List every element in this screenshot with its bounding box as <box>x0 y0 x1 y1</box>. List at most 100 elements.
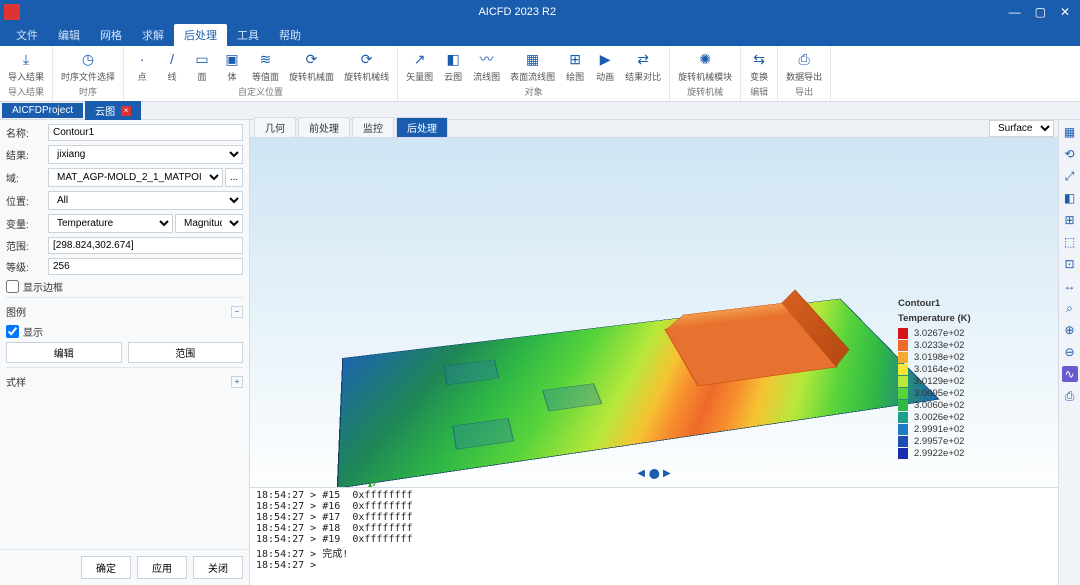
show-border-checkbox[interactable] <box>6 280 19 293</box>
domain-select[interactable]: MAT_AGP-MOLD_2_1_MATPOINT.vtk;MAT_AGP_t <box>48 168 223 187</box>
close-panel-button[interactable]: 关闭 <box>193 556 243 579</box>
console-output: 18:54:27 > #15 0xffffffff 18:54:27 > #16… <box>250 487 1058 585</box>
legend-collapse-button[interactable]: − <box>231 306 243 318</box>
legend-color-icon <box>898 376 908 387</box>
close-tab-icon[interactable]: × <box>121 106 131 116</box>
ribbon-icon: ▶ <box>596 50 614 68</box>
style-section-label: 式样 <box>6 374 26 389</box>
ribbon-item[interactable]: ⤓导入结果 <box>4 48 48 85</box>
properties-panel: 名称: 结果:jixiang 域:MAT_AGP-MOLD_2_1_MATPOI… <box>0 120 250 585</box>
ribbon-item[interactable]: ✺旋转机械模块 <box>674 48 736 85</box>
slider-prev-icon[interactable]: ◀ <box>637 468 645 479</box>
right-tool-button[interactable]: ∿ <box>1062 366 1078 382</box>
result-label: 结果: <box>6 147 48 162</box>
slider-next-icon[interactable]: ▶ <box>663 468 671 479</box>
legend-color-icon <box>898 364 908 375</box>
variable-select[interactable]: Temperature <box>48 214 173 233</box>
ribbon-item[interactable]: ⟳旋转机械线 <box>340 48 393 85</box>
ribbon-item[interactable]: ⎙数据导出 <box>782 48 826 85</box>
ribbon-item[interactable]: ⇆变换 <box>745 48 773 85</box>
viewport-3d[interactable]: y z x Contour1 Temperature (K) 3.0267e+0… <box>250 138 1058 487</box>
menu-item[interactable]: 后处理 <box>174 24 227 46</box>
close-button[interactable]: ✕ <box>1060 5 1070 19</box>
domain-label: 域: <box>6 170 48 185</box>
center-tabs: 几何前处理监控后处理 Surface <box>250 120 1058 138</box>
right-tool-button[interactable]: ⬚ <box>1062 234 1078 250</box>
style-collapse-button[interactable]: + <box>231 376 243 388</box>
right-tool-button[interactable]: ⊖ <box>1062 344 1078 360</box>
ribbon-icon: / <box>163 50 181 68</box>
center-tab[interactable]: 几何 <box>254 117 296 137</box>
edit-legend-button[interactable]: 编辑 <box>6 342 122 363</box>
result-select[interactable]: jixiang <box>48 145 243 164</box>
ribbon-icon: ◧ <box>444 50 462 68</box>
ribbon-item[interactable]: ◧云图 <box>439 48 467 85</box>
minimize-button[interactable]: ― <box>1009 5 1021 19</box>
ribbon-label: 动画 <box>596 70 614 83</box>
menu-item[interactable]: 文件 <box>6 24 48 46</box>
legend-entry: 2.9957e+02 <box>898 436 1028 447</box>
ribbon-item[interactable]: ⇄结果对比 <box>621 48 665 85</box>
ribbon-item[interactable]: ▶ 动画 <box>591 48 619 85</box>
legend-entry: 2.9991e+02 <box>898 424 1028 435</box>
right-tool-button[interactable]: ▦ <box>1062 124 1078 140</box>
legend-entry: 3.0060e+02 <box>898 400 1028 411</box>
surface-select[interactable]: Surface <box>989 120 1054 137</box>
right-tool-button[interactable]: ↔ <box>1062 278 1078 294</box>
ribbon-group-label: 导入结果 <box>8 85 44 99</box>
right-tool-button[interactable]: ⌕ <box>1062 300 1078 316</box>
ribbon-item[interactable]: /线 <box>158 48 186 85</box>
ok-button[interactable]: 确定 <box>81 556 131 579</box>
location-select[interactable]: All <box>48 191 243 210</box>
ribbon-item[interactable]: ·点 <box>128 48 156 85</box>
domain-more-button[interactable]: ... <box>225 168 243 187</box>
right-tool-button[interactable]: ⟲ <box>1062 146 1078 162</box>
ribbon-item[interactable]: ▭面 <box>188 48 216 85</box>
center-tab[interactable]: 前处理 <box>298 117 350 137</box>
pad <box>452 418 514 450</box>
file-tab[interactable]: 云图× <box>85 101 141 120</box>
right-tool-button[interactable]: ⎙ <box>1062 388 1078 404</box>
ribbon-item[interactable]: ⟳ 旋转机械面 <box>285 48 338 85</box>
show-legend-checkbox[interactable] <box>6 325 19 338</box>
legend-entry: 3.0198e+02 <box>898 352 1028 363</box>
right-tool-button[interactable]: ◧ <box>1062 190 1078 206</box>
ribbon-label: 旋转机械面 <box>289 70 334 83</box>
center-tab[interactable]: 后处理 <box>396 117 448 137</box>
ribbon-item[interactable]: 〰流线图 <box>469 48 504 85</box>
chip-block <box>664 314 838 387</box>
ribbon-item[interactable]: ▦表面流线图 <box>506 48 559 85</box>
slider-thumb[interactable] <box>649 469 659 479</box>
menu-item[interactable]: 编辑 <box>48 24 90 46</box>
ribbon-label: 绘图 <box>566 70 584 83</box>
menu-item[interactable]: 工具 <box>227 24 269 46</box>
right-tool-button[interactable]: ⊕ <box>1062 322 1078 338</box>
time-slider[interactable]: ◀ ▶ <box>637 468 670 479</box>
center-tab[interactable]: 监控 <box>352 117 394 137</box>
ribbon-item[interactable]: ≋等值面 <box>248 48 283 85</box>
ribbon-icon: ⟳ <box>303 50 321 68</box>
file-tab[interactable]: AICFDProject <box>2 103 83 118</box>
ribbon-item[interactable]: ↗矢量图 <box>402 48 437 85</box>
name-input[interactable] <box>48 124 243 141</box>
menu-item[interactable]: 网格 <box>90 24 132 46</box>
legend-entry: 3.0026e+02 <box>898 412 1028 423</box>
range-legend-button[interactable]: 范围 <box>128 342 244 363</box>
ribbon-item[interactable]: ◷时序文件选择 <box>57 48 119 85</box>
variable-label: 变量: <box>6 216 48 231</box>
ribbon-icon: ✺ <box>696 50 714 68</box>
right-tool-button[interactable]: ⊡ <box>1062 256 1078 272</box>
apply-button[interactable]: 应用 <box>137 556 187 579</box>
pad <box>542 383 602 411</box>
right-tool-button[interactable]: ⊞ <box>1062 212 1078 228</box>
ribbon-item[interactable]: ⊞绘图 <box>561 48 589 85</box>
menu-item[interactable]: 求解 <box>132 24 174 46</box>
ribbon-item[interactable]: ▣体 <box>218 48 246 85</box>
menu-item[interactable]: 帮助 <box>269 24 311 46</box>
variable-mode-select[interactable]: Magnitude <box>175 214 243 233</box>
ribbon-label: 体 <box>228 70 237 83</box>
maximize-button[interactable]: ▢ <box>1035 5 1046 19</box>
range-input[interactable] <box>48 237 243 254</box>
right-tool-button[interactable]: ⤢ <box>1062 168 1078 184</box>
level-input[interactable] <box>48 258 243 275</box>
